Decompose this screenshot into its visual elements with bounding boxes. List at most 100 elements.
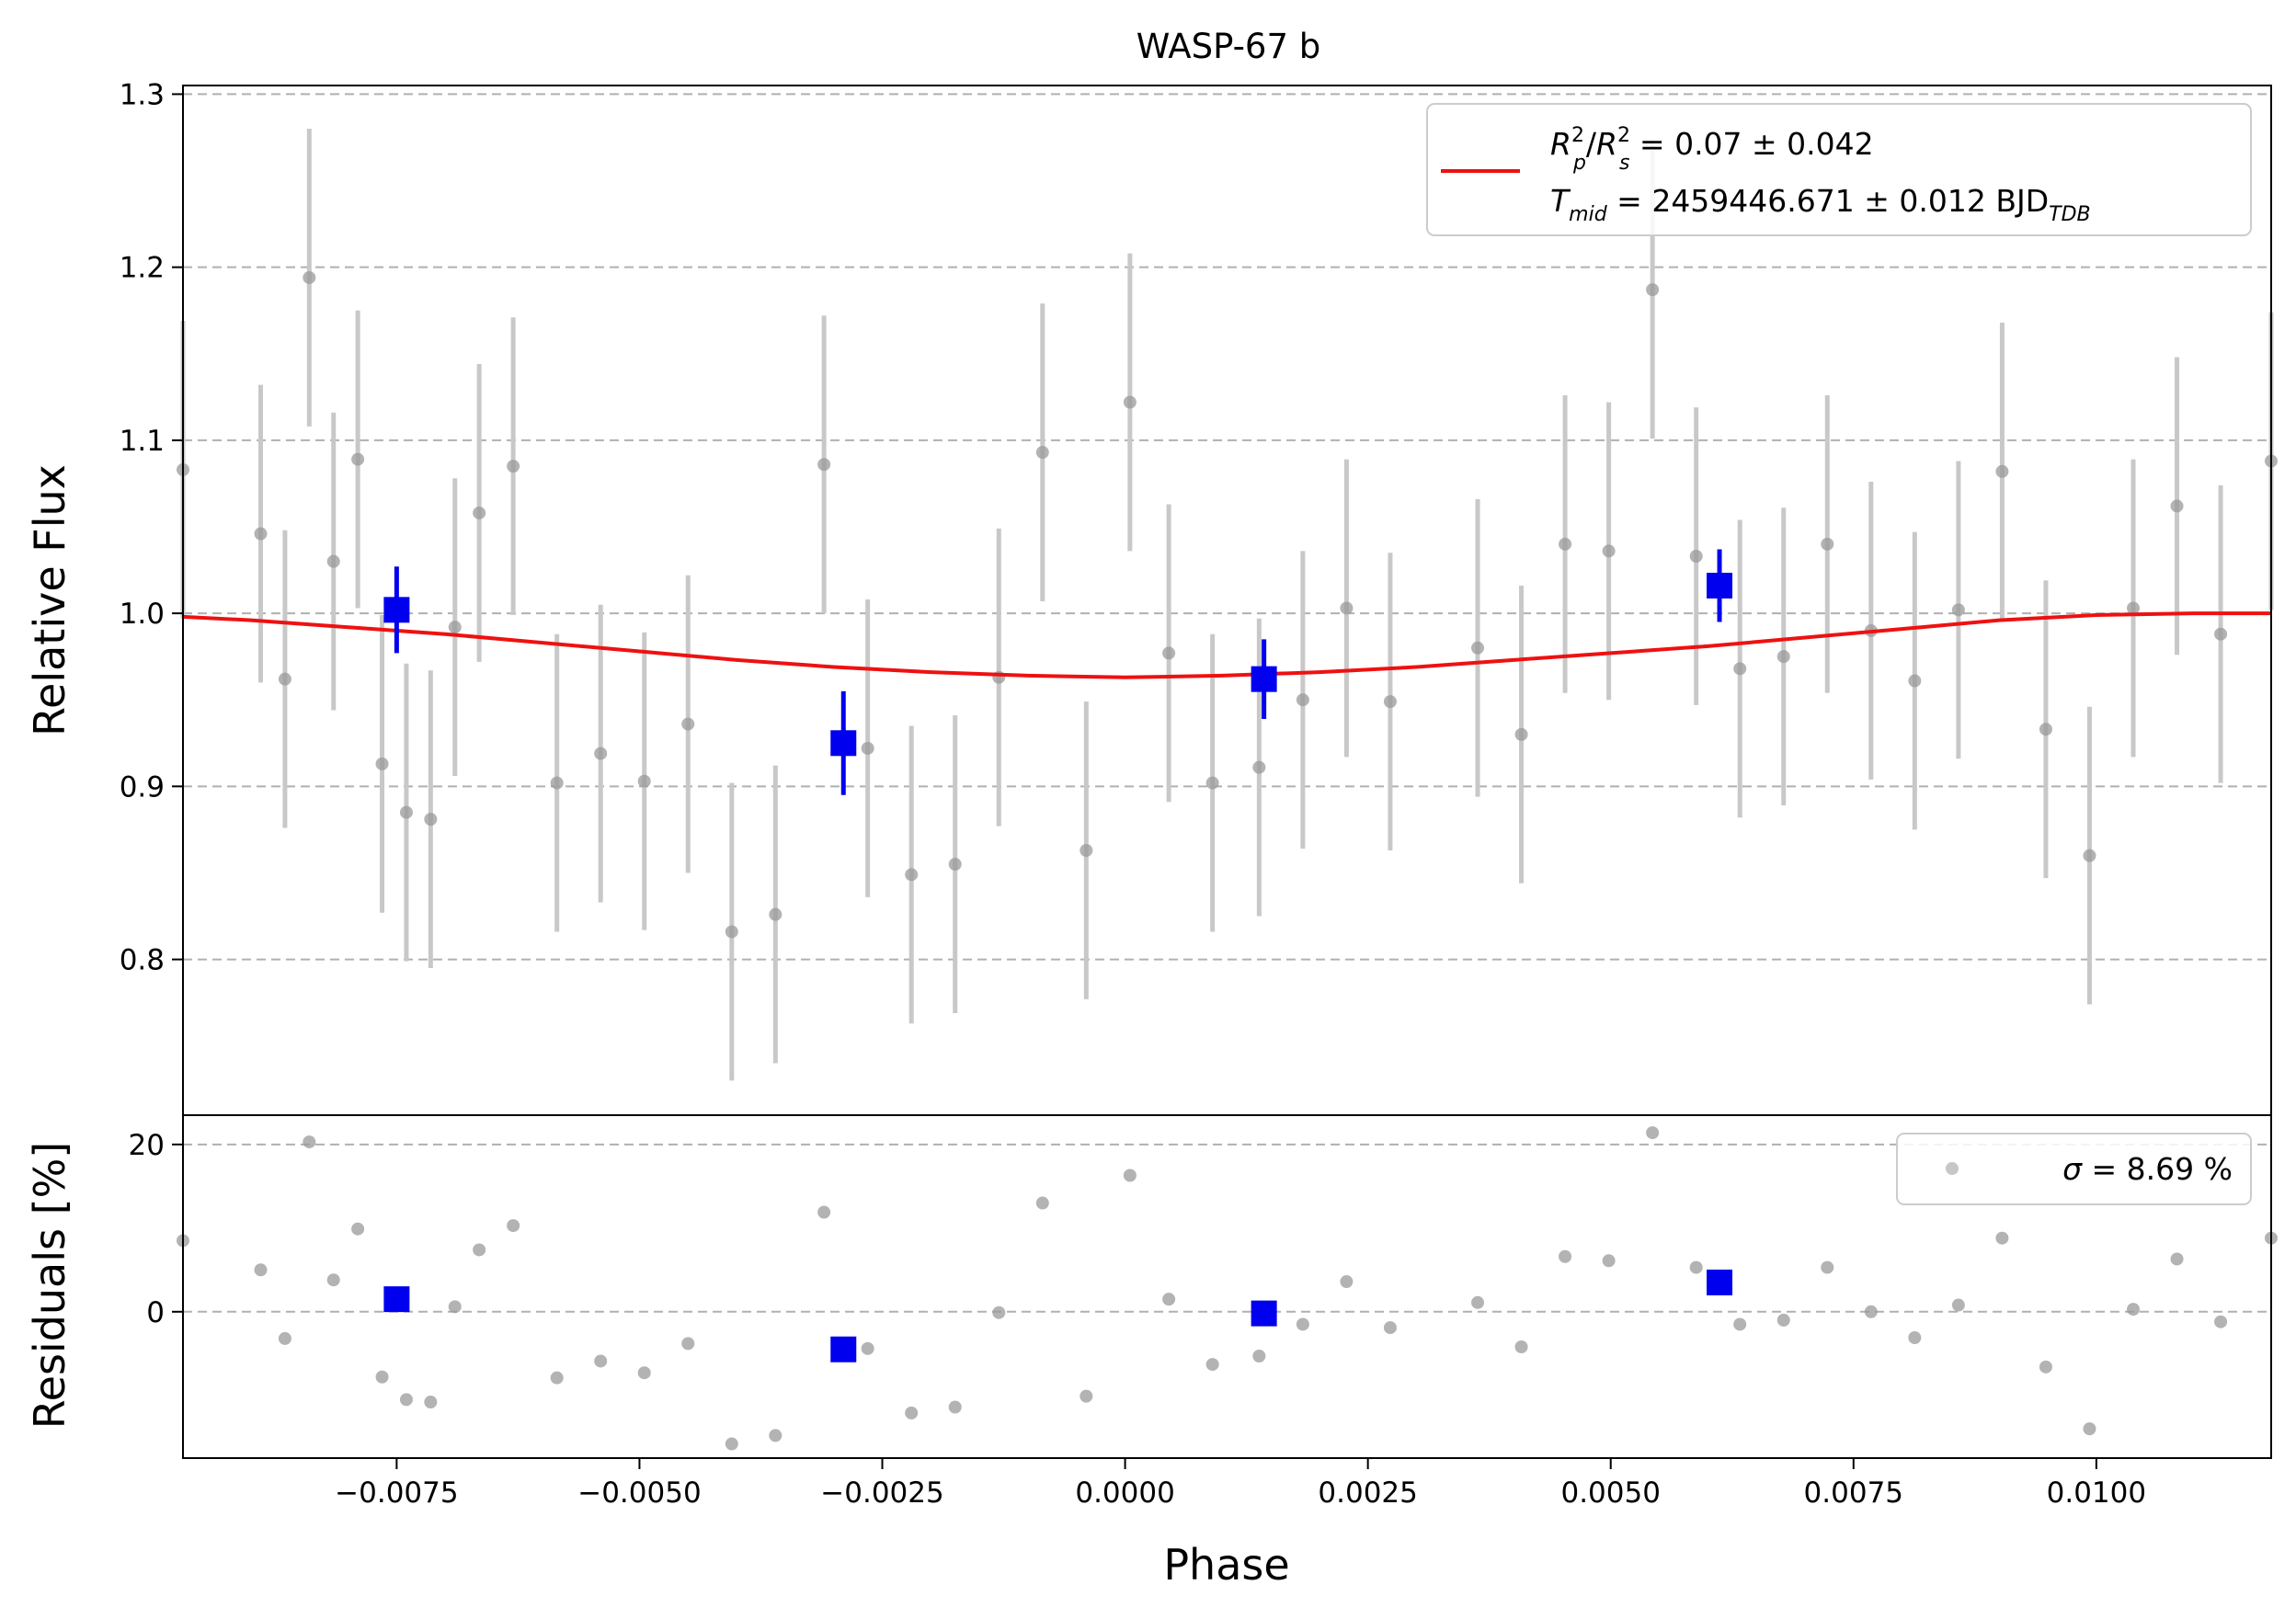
flux-raw-point [1602,544,1616,558]
residuals-legend: σ = 8.69 % [1896,1133,2252,1205]
flux-binned-point [383,597,410,623]
flux-y-tick-label: 1.2 [120,252,165,285]
residuals-y-ticks: 0 20 [129,1129,183,1329]
flux-legend: R2 p/R2 s = 0.07 ± 0.042 Tmid = 2459446.67… [1426,103,2252,236]
residuals-raw-point [424,1396,438,1409]
flux-raw-point [550,776,564,790]
flux-raw-point [424,813,438,827]
flux-raw-point [1646,283,1660,297]
flux-raw-point [473,506,486,519]
residuals-raw-point [1951,1298,1965,1312]
residuals-raw-point [1340,1275,1354,1289]
flux-binned-point [830,730,857,757]
flux-raw-point [1205,776,1219,790]
residuals-raw-point [254,1263,268,1277]
residuals-raw-point [637,1366,651,1380]
residuals-raw-point [473,1243,486,1257]
residuals-y-axis-label: Residuals [%] [25,1142,74,1429]
flux-raw-point [2214,627,2228,641]
flux-raw-point [448,621,462,634]
residuals-binned-point [383,1286,410,1313]
residuals-raw-point [905,1406,919,1419]
residuals-raw-point [594,1354,608,1368]
flux-raw-point [351,452,365,466]
flux-raw-points [177,270,2278,939]
flux-raw-point [399,805,413,819]
flux-raw-point [681,717,695,731]
residuals-raw-point [2170,1252,2184,1266]
flux-raw-point [1123,395,1137,409]
residuals-raw-point [948,1400,962,1414]
residuals-raw-point [992,1305,1006,1319]
x-tick-label: −0.0050 [577,1476,701,1510]
flux-raw-point [1951,603,1965,617]
residuals-raw-point [1296,1317,1309,1331]
residuals-raw-point [769,1429,782,1442]
flux-raw-point [2083,849,2096,862]
flux-raw-point [1252,760,1266,774]
flux-raw-point [1471,641,1485,655]
flux-raw-point [278,672,291,686]
residuals-raw-point [2127,1303,2141,1317]
residuals-raw-point [375,1370,389,1384]
flux-raw-point [1162,646,1176,660]
flux-raw-point [254,527,268,541]
flux-y-axis-label: Relative Flux [25,464,74,736]
x-tick-label: 0.0100 [2047,1476,2146,1510]
x-tick-label: −0.0025 [820,1476,943,1510]
residuals-raw-point [1864,1305,1878,1318]
residuals-raw-point [2039,1360,2052,1374]
residuals-legend-box [1896,1133,2252,1205]
residuals-raw-point [1821,1260,1834,1274]
flux-raw-point [375,757,389,770]
flux-raw-point [2127,601,2141,615]
flux-raw-point [594,747,608,760]
residuals-raw-point [725,1437,738,1451]
residuals-raw-point [278,1331,291,1345]
flux-raw-point [1821,537,1834,551]
flux-raw-point [1079,844,1093,857]
residuals-y-tick-label: 0 [146,1296,165,1329]
flux-raw-point [1383,695,1397,709]
residuals-binned-points [383,1269,1733,1362]
flux-raw-point [637,774,651,788]
residuals-raw-point [2083,1422,2096,1436]
residuals-binned-point [830,1336,857,1362]
residuals-raw-point [861,1341,874,1355]
residuals-raw-point [681,1337,695,1351]
flux-binned-point [1707,573,1733,599]
residuals-panel: 0 20 −0.0075 −0.0050 −0.0025 0.0000 0.0025 0.0… [25,1114,2278,1590]
flux-raw-point [2170,499,2184,513]
legend-mid-transit-label: Tmid = 2459446.671 ± 0.012 BJDTDB [1550,183,2091,226]
residuals-raw-point [2214,1315,2228,1328]
residuals-x-ticks: −0.0075 −0.0050 −0.0025 0.0000 0.0025 0.0050 0… [335,1458,2146,1510]
residuals-raw-point [1514,1340,1528,1354]
flux-y-tick-label: 1.3 [120,78,165,111]
flux-raw-point [1733,662,1747,676]
x-axis-label: Phase [1163,1540,1289,1590]
residuals-raw-point [303,1135,316,1149]
flux-binned-points [383,549,1733,795]
flux-raw-point [1340,601,1354,615]
flux-y-tick-label: 1.0 [120,598,165,631]
flux-y-tick-label: 0.9 [120,770,165,804]
flux-binned-point [1251,666,1277,692]
residuals-raw-point [1162,1293,1176,1306]
residuals-binned-point [1707,1269,1733,1295]
residuals-raw-point [1908,1330,1922,1344]
flux-raw-point [1995,464,2009,478]
residuals-raw-point [1252,1350,1266,1363]
x-tick-label: 0.0050 [1560,1476,1660,1510]
x-tick-label: 0.0075 [1804,1476,1903,1510]
flux-y-tick-label: 0.8 [120,944,165,977]
residuals-raw-point [1646,1126,1660,1140]
residuals-raw-point [1123,1169,1137,1182]
flux-raw-point [948,858,962,872]
flux-panel: 0.8 0.9 1.0 1.1 1.2 1.3 Relative Flux R2 p/R2 s… [25,78,2278,1116]
residuals-raw-point [399,1393,413,1407]
residuals-raw-point [550,1371,564,1385]
residuals-raw-point [448,1300,462,1314]
residuals-y-tick-label: 20 [129,1129,165,1162]
flux-raw-point [1559,537,1572,551]
